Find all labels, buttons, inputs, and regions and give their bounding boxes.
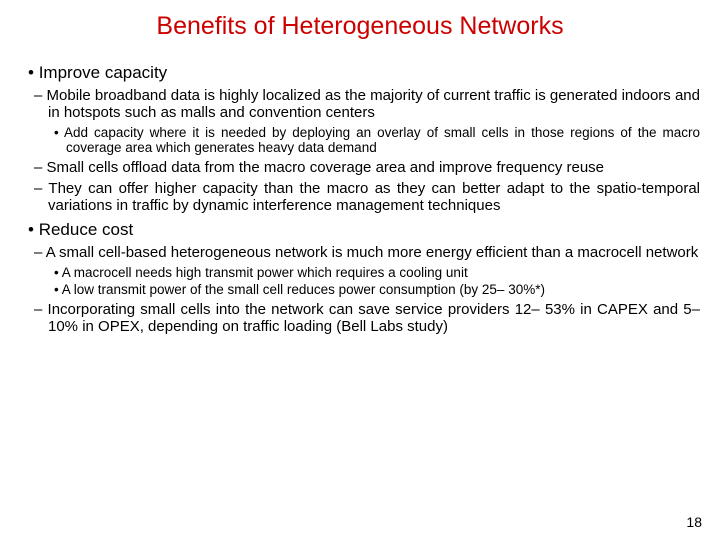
bullet-l3: Add capacity where it is needed by deplo… — [66, 125, 700, 155]
bullet-text: Incorporating small cells into the netwo… — [48, 301, 700, 335]
bullet-text: Small cells offload data from the macro … — [47, 159, 605, 176]
bullet-l1: Improve capacity — [28, 63, 700, 83]
bullet-text: A small cell-based heterogeneous network… — [46, 244, 699, 261]
bullet-l3: A macrocell needs high transmit power wh… — [66, 265, 700, 280]
bullet-l2: Incorporating small cells into the netwo… — [48, 301, 700, 335]
bullet-text: A low transmit power of the small cell r… — [62, 282, 545, 297]
bullet-text: Reduce cost — [39, 220, 134, 239]
bullet-l3: A low transmit power of the small cell r… — [66, 282, 700, 297]
bullet-l2: They can offer higher capacity than the … — [48, 180, 700, 214]
bullet-text: A macrocell needs high transmit power wh… — [62, 265, 468, 280]
page-number: 18 — [686, 514, 702, 530]
bullet-l2: Mobile broadband data is highly localize… — [48, 87, 700, 121]
bullet-text: Add capacity where it is needed by deplo… — [64, 125, 700, 155]
bullet-text: Mobile broadband data is highly localize… — [47, 87, 700, 121]
slide-title: Benefits of Heterogeneous Networks — [20, 12, 700, 41]
bullet-l2: Small cells offload data from the macro … — [48, 159, 700, 176]
bullet-text: Improve capacity — [39, 63, 168, 82]
bullet-l1: Reduce cost — [28, 220, 700, 240]
bullet-l2: A small cell-based heterogeneous network… — [48, 244, 700, 261]
slide-content: Benefits of Heterogeneous Networks Impro… — [0, 0, 720, 349]
bullet-text: They can offer higher capacity than the … — [48, 180, 700, 214]
